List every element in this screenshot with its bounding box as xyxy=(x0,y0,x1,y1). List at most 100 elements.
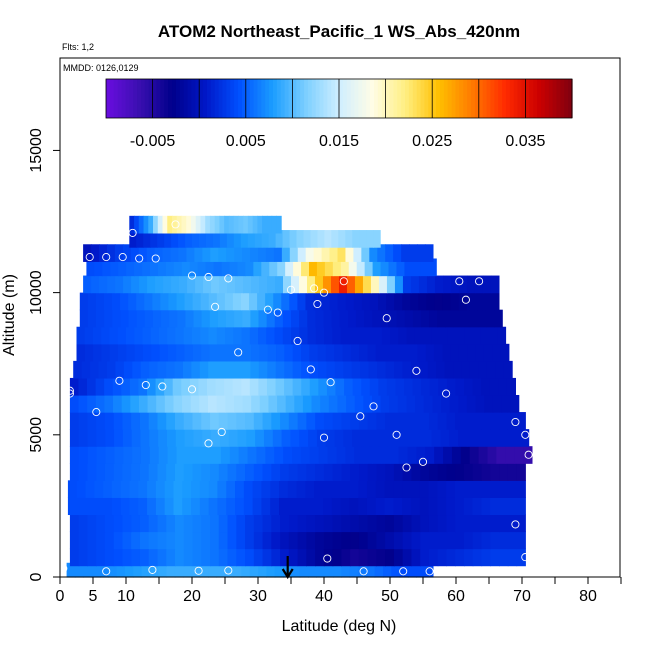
heatmap-cell xyxy=(510,394,520,413)
colorbar-tick-labels: -0.005 0.005 0.015 0.025 0.035 xyxy=(130,133,546,150)
heatmap-cell xyxy=(274,446,284,464)
heatmap-cell xyxy=(111,497,122,516)
heatmap-cell xyxy=(79,309,89,328)
heatmap-cell xyxy=(122,548,132,567)
heatmap-cell xyxy=(332,463,342,481)
heatmap-cell xyxy=(271,514,281,533)
sample-point xyxy=(399,567,408,576)
heatmap-cell xyxy=(329,292,339,311)
heatmap-cell xyxy=(341,562,351,578)
heatmap-cell xyxy=(385,360,395,379)
heatmap-cell xyxy=(233,230,242,248)
heatmap-cell xyxy=(421,377,431,396)
heatmap-cell xyxy=(236,463,246,481)
heatmap-cell xyxy=(310,230,318,248)
heatmap-cell xyxy=(506,377,516,396)
heatmap-cell xyxy=(434,446,444,464)
heatmap-cell xyxy=(150,326,160,345)
heatmap-cell xyxy=(91,244,100,262)
heatmap-cell xyxy=(358,412,369,430)
heatmap-cell xyxy=(353,292,363,311)
heatmap-cell xyxy=(245,514,255,533)
heatmap-cell xyxy=(393,480,403,498)
heatmap-cell xyxy=(450,275,460,294)
heatmap-cell xyxy=(345,244,354,262)
heatmap-cell xyxy=(266,377,277,396)
heatmap-cell xyxy=(205,258,215,277)
heatmap-cell xyxy=(206,377,217,396)
colorbar-cell xyxy=(284,79,290,118)
colorbar-cell xyxy=(241,79,247,118)
heatmap-cell xyxy=(181,258,191,277)
colorbar-cell xyxy=(389,79,394,118)
heatmap-cell xyxy=(226,244,235,262)
sample-point xyxy=(224,566,233,575)
heatmap-cell xyxy=(131,275,140,294)
heatmap-cell xyxy=(245,548,255,567)
colorbar-cell xyxy=(494,79,499,118)
heatmap-cell xyxy=(371,446,382,464)
heatmap-cell xyxy=(418,275,428,294)
heatmap-cell xyxy=(207,394,218,413)
sample-point xyxy=(204,439,213,448)
heatmap-cell xyxy=(200,292,210,311)
colorbar-cell xyxy=(222,79,227,118)
heatmap-cell xyxy=(426,275,436,294)
heatmap-cell xyxy=(285,258,294,277)
heatmap-cell xyxy=(343,360,353,379)
heatmap-cell xyxy=(321,292,331,311)
colorbar-cell xyxy=(560,79,565,118)
colorbar-cell xyxy=(249,79,255,118)
heatmap-cell xyxy=(455,514,465,533)
heatmap-cell xyxy=(157,230,165,248)
heatmap-cell xyxy=(487,446,497,464)
heatmap-cell xyxy=(352,429,362,447)
heatmap-cell xyxy=(386,377,397,396)
heatmap-cell xyxy=(144,292,153,311)
heatmap-cell xyxy=(358,548,369,567)
heatmap-cell xyxy=(174,360,184,379)
heatmap-cell xyxy=(138,377,148,396)
colorbar-cell xyxy=(152,79,158,118)
y-tick-label: 5000 xyxy=(28,417,45,453)
heatmap-cell xyxy=(169,309,178,328)
heatmap-cell xyxy=(104,514,115,533)
heatmap-cell xyxy=(357,562,367,578)
heatmap-cell xyxy=(477,309,487,328)
sample-point xyxy=(306,365,315,374)
heatmap-cell xyxy=(464,377,474,396)
colorbar-cell xyxy=(230,79,235,118)
heatmap-cell xyxy=(236,531,246,550)
colorbar-cell xyxy=(144,79,150,118)
colorbar-tick-label: 0.025 xyxy=(412,133,452,150)
colorbar-cell xyxy=(272,79,278,118)
heatmap-cell xyxy=(131,514,141,533)
heatmap-cell xyxy=(406,326,416,345)
heatmap-cell xyxy=(366,480,377,498)
heatmap-cell xyxy=(152,309,162,328)
heatmap-cell xyxy=(412,377,422,396)
heatmap-cell xyxy=(358,463,369,481)
heatmap-cell xyxy=(238,446,249,464)
heatmap-cell xyxy=(251,275,260,294)
heatmap-cell xyxy=(243,215,249,234)
heatmap-cell xyxy=(420,412,430,430)
heatmap-cell xyxy=(301,258,310,277)
colorbar-tick-label: 0.015 xyxy=(319,133,359,150)
colorbar-cell xyxy=(288,79,293,118)
heatmap-cell xyxy=(469,360,479,379)
colorbar xyxy=(105,78,573,119)
heatmap-cell xyxy=(78,463,89,481)
heatmap-cell xyxy=(130,244,140,262)
heatmap-cell xyxy=(245,258,254,277)
colorbar-cell xyxy=(311,79,317,118)
heatmap-cell xyxy=(331,230,339,248)
heatmap-cell xyxy=(253,258,262,277)
heatmap-cell xyxy=(157,215,164,234)
sample-point xyxy=(148,565,157,574)
heatmap-cell xyxy=(450,343,460,362)
heatmap-cell xyxy=(159,343,169,362)
heatmap-cell xyxy=(272,429,283,447)
sample-points xyxy=(59,220,533,576)
heatmap-cell xyxy=(166,412,176,430)
